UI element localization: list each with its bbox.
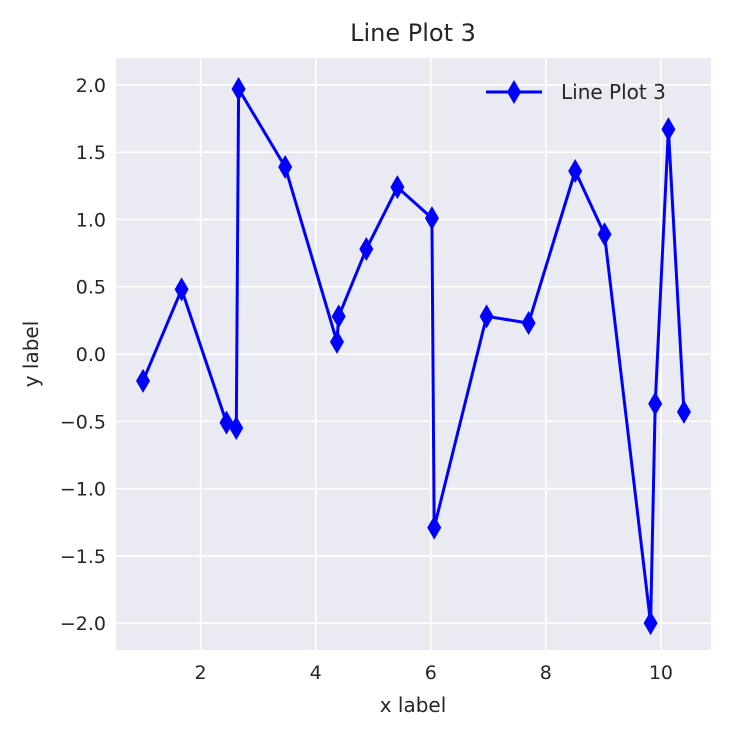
data-point-marker — [231, 76, 246, 101]
x-tick-label: 6 — [425, 662, 437, 684]
legend-marker — [507, 80, 521, 104]
x-tick-label: 8 — [540, 662, 552, 684]
y-tick-label: −1.5 — [60, 546, 106, 568]
data-point-marker — [597, 222, 612, 247]
series-layer — [136, 76, 691, 636]
legend: Line Plot 3 — [486, 80, 666, 104]
data-point-marker — [568, 159, 583, 184]
x-tick-label: 10 — [649, 662, 673, 684]
data-point-marker — [278, 154, 293, 179]
y-tick-label: −2.0 — [60, 613, 106, 635]
y-tick-label: 1.0 — [76, 209, 106, 231]
x-tick-label: 2 — [195, 662, 207, 684]
chart-title: Line Plot 3 — [350, 19, 476, 47]
y-tick-label: −0.5 — [60, 411, 106, 433]
data-point-marker — [521, 311, 536, 336]
data-point-marker — [136, 368, 151, 393]
data-point-marker — [427, 515, 442, 540]
y-tick-label: 0.5 — [76, 277, 106, 299]
data-point-marker — [648, 391, 663, 416]
data-point-marker — [174, 277, 189, 302]
y-axis-ticks: −2.0 −1.5 −1.0 −0.5 0.0 0.5 1.0 1.5 2.0 — [60, 75, 106, 635]
y-tick-label: −1.0 — [60, 479, 106, 501]
data-point-marker — [643, 611, 658, 636]
data-point-marker — [229, 416, 244, 440]
legend-label: Line Plot 3 — [561, 80, 666, 104]
x-axis-label: x label — [380, 693, 447, 717]
data-point-marker — [424, 206, 439, 231]
x-axis-ticks: 2 4 6 8 10 — [195, 662, 673, 684]
data-point-marker — [359, 237, 374, 262]
series-line — [141, 87, 686, 625]
data-point-marker — [676, 399, 691, 424]
data-point-marker — [331, 304, 346, 329]
y-tick-label: 1.5 — [76, 142, 106, 164]
data-point-marker — [329, 329, 344, 354]
x-tick-label: 4 — [310, 662, 322, 684]
y-axis-label: y label — [19, 321, 43, 388]
data-point-marker — [479, 304, 494, 329]
data-point-marker — [661, 117, 676, 142]
y-tick-label: 2.0 — [76, 75, 106, 97]
data-point-marker — [390, 175, 405, 200]
y-tick-label: 0.0 — [76, 344, 106, 366]
